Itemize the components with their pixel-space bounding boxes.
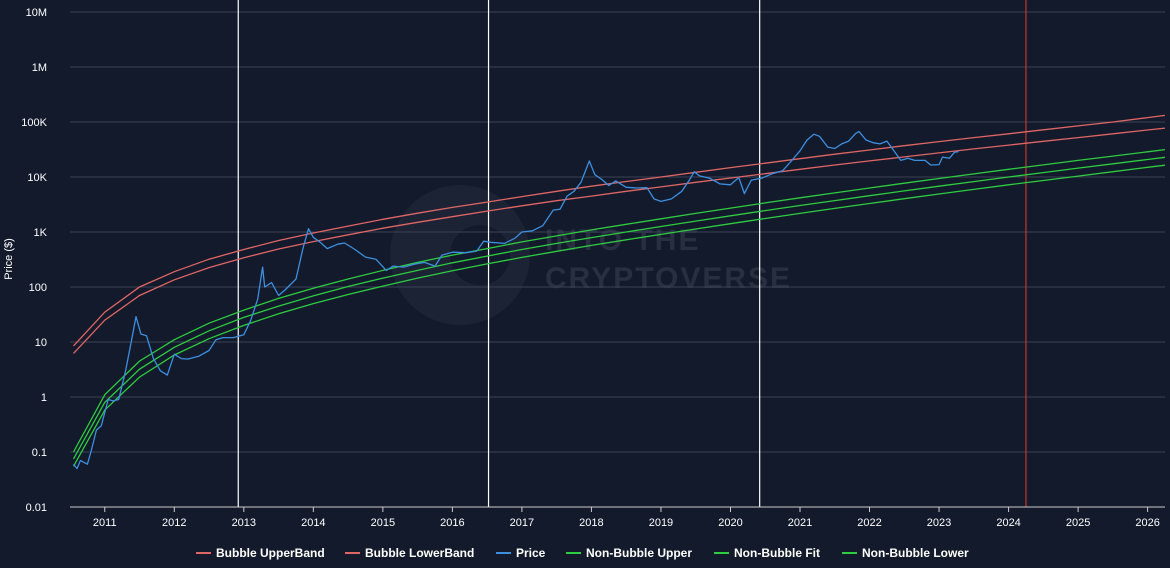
x-tick-label: 2024: [996, 517, 1020, 529]
x-tick-label: 2016: [440, 517, 464, 529]
x-tick-label: 2017: [510, 517, 534, 529]
x-tick-label: 2015: [371, 517, 395, 529]
price-line-group: [72, 130, 959, 470]
x-tick-label: 2026: [1135, 517, 1159, 529]
series-line-price: [72, 130, 959, 470]
series-line-bubble-upperband: [73, 114, 1166, 347]
y-tick-label: 1: [41, 392, 47, 404]
y-axis-title: Price ($): [3, 238, 15, 280]
y-axis-ticks: 0.01 0.1 1 10 100 1K 10K 100K 1M 10M: [21, 7, 47, 514]
x-tick-label: 2021: [788, 517, 812, 529]
x-tick-label: 2022: [857, 517, 881, 529]
watermark-logo-cutout: [450, 225, 510, 285]
x-tick-label: 2013: [232, 517, 256, 529]
legend-label-price[interactable]: Price: [516, 546, 546, 560]
x-tick-label: 2012: [162, 517, 186, 529]
series-line-non-bubble-fit: [72, 156, 1166, 460]
vertical-markers: [237, 0, 1027, 507]
x-axis-ticks: 2011 2012 2013 2014 2015 2016 2017 2018 2019 2020…: [93, 507, 1160, 529]
y-tick-label: 100: [29, 282, 47, 294]
x-tick-label: 2025: [1066, 517, 1090, 529]
legend-label-non-bubble-fit[interactable]: Non-Bubble Fit: [734, 546, 820, 560]
y-tick-label: 10M: [26, 7, 47, 19]
y-tick-label: 0.1: [32, 447, 47, 459]
y-tick-label: 1M: [32, 62, 47, 74]
legend-label-bubble-lowerband[interactable]: Bubble LowerBand: [365, 546, 474, 560]
y-tick-label: 10K: [27, 172, 47, 184]
legend-label-non-bubble-lower[interactable]: Non-Bubble Lower: [862, 546, 969, 560]
y-tick-label: 1K: [34, 227, 48, 239]
legend: Bubble UpperBand Bubble LowerBand Price Non…: [196, 546, 969, 560]
x-tick-label: 2014: [301, 517, 325, 529]
watermark: INTO THE CRYPTOVERSE: [390, 185, 792, 325]
y-tick-label: 0.01: [26, 502, 47, 514]
x-tick-label: 2020: [718, 517, 742, 529]
y-tick-label: 10: [35, 337, 47, 349]
legend-label-non-bubble-upper[interactable]: Non-Bubble Upper: [586, 546, 692, 560]
legend-label-bubble-upperband[interactable]: Bubble UpperBand: [216, 546, 325, 560]
series-line-bubble-lowerband: [73, 127, 1166, 354]
y-tick-label: 100K: [21, 117, 47, 129]
grid-lines: [70, 11, 1165, 453]
series-line-non-bubble-lower: [72, 164, 1166, 467]
x-tick-label: 2023: [927, 517, 951, 529]
watermark-line-2: CRYPTOVERSE: [545, 262, 792, 295]
x-tick-label: 2019: [649, 517, 673, 529]
x-tick-label: 2011: [93, 517, 117, 529]
x-tick-label: 2018: [579, 517, 603, 529]
